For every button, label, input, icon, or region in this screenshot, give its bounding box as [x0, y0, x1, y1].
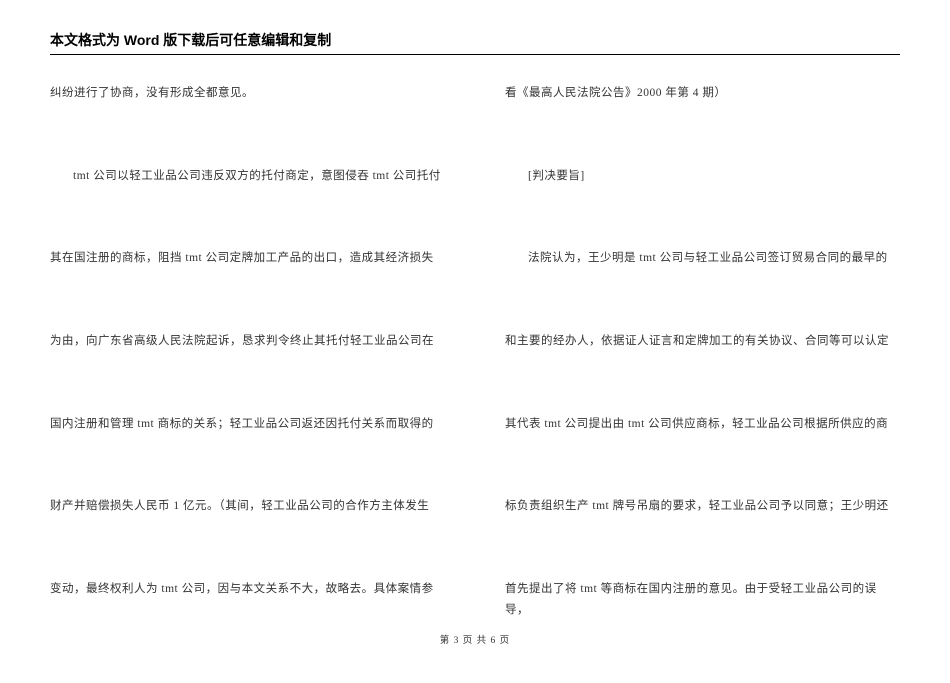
paragraph: 国内注册和管理 tmt 商标的关系；轻工业品公司返还因托付关系而取得的: [50, 414, 445, 435]
column-left: 纠纷进行了协商，没有形成全都意见。 tmt 公司以轻工业品公司违反双方的托付商定…: [50, 83, 445, 683]
paragraph: 和主要的经办人，依据证人证言和定牌加工的有关协议、合同等可以认定: [505, 331, 900, 352]
paragraph: 纠纷进行了协商，没有形成全都意见。: [50, 83, 445, 104]
paragraph: 为由，向广东省高级人民法院起诉，恳求判令终止其托付轻工业品公司在: [50, 331, 445, 352]
paragraph: [判决要旨]: [505, 166, 900, 187]
paragraph: 财产并赔偿损失人民币 1 亿元。（其间，轻工业品公司的合作方主体发生: [50, 496, 445, 517]
paragraph: 其代表 tmt 公司提出由 tmt 公司供应商标，轻工业品公司根据所供应的商: [505, 414, 900, 435]
paragraph: 法院认为，王少明是 tmt 公司与轻工业品公司签订贸易合同的最早的: [505, 248, 900, 269]
page-footer-pager: 第 3 页 共 6 页: [0, 632, 950, 646]
column-right: 看《最高人民法院公告》2000 年第 4 期） [判决要旨] 法院认为，王少明是…: [505, 83, 900, 683]
paragraph: 其在国注册的商标，阻挡 tmt 公司定牌加工产品的出口，造成其经济损失: [50, 248, 445, 269]
header-rule: [50, 54, 900, 55]
two-column-layout: 纠纷进行了协商，没有形成全都意见。 tmt 公司以轻工业品公司违反双方的托付商定…: [50, 83, 900, 683]
page-container: 本文格式为 Word 版下载后可任意编辑和复制 纠纷进行了协商，没有形成全都意见…: [0, 0, 950, 683]
paragraph: 首先提出了将 tmt 等商标在国内注册的意见。由于受轻工业品公司的误导，: [505, 579, 900, 620]
page-header-title: 本文格式为 Word 版下载后可任意编辑和复制: [50, 30, 900, 54]
paragraph: tmt 公司以轻工业品公司违反双方的托付商定，意图侵吞 tmt 公司托付: [50, 166, 445, 187]
paragraph: 变动，最终权利人为 tmt 公司，因与本文关系不大，故略去。具体案情参: [50, 579, 445, 600]
paragraph: 标负责组织生产 tmt 牌号吊扇的要求，轻工业品公司予以同意；王少明还: [505, 496, 900, 517]
paragraph: 看《最高人民法院公告》2000 年第 4 期）: [505, 83, 900, 104]
